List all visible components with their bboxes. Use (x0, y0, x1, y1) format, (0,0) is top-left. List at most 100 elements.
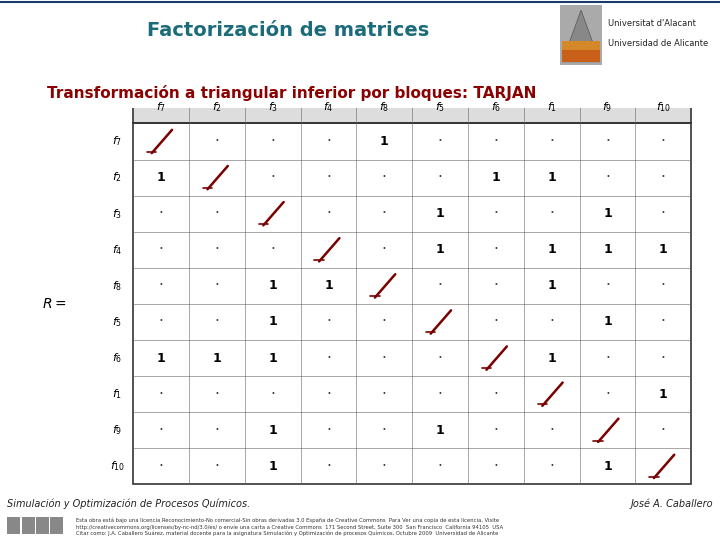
Text: ·: · (270, 134, 275, 149)
Text: ·: · (605, 350, 610, 366)
Text: 1: 1 (547, 244, 556, 256)
Text: ·: · (158, 387, 163, 402)
Text: 1: 1 (380, 135, 389, 148)
Text: ·: · (215, 206, 220, 221)
Text: $f_{8}$: $f_{8}$ (112, 279, 122, 293)
Text: ·: · (326, 423, 331, 438)
Text: ·: · (605, 134, 610, 149)
Text: ·: · (493, 387, 498, 402)
Text: 1: 1 (269, 279, 277, 292)
Text: ·: · (549, 206, 554, 221)
Text: 1: 1 (157, 171, 166, 184)
Text: $f_{1}$: $f_{1}$ (546, 100, 557, 114)
Text: ·: · (158, 206, 163, 221)
Text: $f_{9}$: $f_{9}$ (603, 100, 613, 114)
Text: 1: 1 (603, 460, 612, 473)
Text: Factorización de matrices: Factorización de matrices (147, 21, 429, 40)
Bar (7, 517, 20, 535)
Text: ·: · (215, 459, 220, 474)
Text: 1: 1 (603, 315, 612, 328)
Text: 1: 1 (659, 388, 667, 401)
Text: ·: · (215, 423, 220, 438)
Text: $f_{4}$: $f_{4}$ (112, 243, 122, 256)
Text: 1: 1 (269, 352, 277, 365)
Polygon shape (562, 10, 600, 62)
Text: 1: 1 (212, 352, 221, 365)
Text: ·: · (382, 314, 387, 329)
Text: ·: · (326, 206, 331, 221)
Text: ·: · (605, 279, 610, 293)
Text: ·: · (661, 134, 666, 149)
Text: ·: · (661, 314, 666, 329)
Text: ·: · (270, 170, 275, 185)
Text: 1: 1 (269, 315, 277, 328)
Text: 1: 1 (547, 352, 556, 365)
Text: 1: 1 (157, 352, 166, 365)
Text: $f_{6}$: $f_{6}$ (491, 100, 501, 114)
Text: 1: 1 (547, 171, 556, 184)
Text: ·: · (493, 314, 498, 329)
Text: ·: · (326, 350, 331, 366)
Text: ·: · (438, 350, 443, 366)
Text: ·: · (382, 423, 387, 438)
Text: ·: · (158, 279, 163, 293)
Text: ·: · (215, 314, 220, 329)
Text: ·: · (493, 206, 498, 221)
Text: $f_{2}$: $f_{2}$ (112, 171, 122, 185)
Text: ·: · (158, 242, 163, 257)
Text: ·: · (382, 350, 387, 366)
Text: $f_{3}$: $f_{3}$ (112, 207, 122, 221)
Text: ·: · (215, 134, 220, 149)
Text: $f_{4}$: $f_{4}$ (323, 100, 334, 114)
Text: ·: · (438, 459, 443, 474)
Text: ·: · (326, 459, 331, 474)
Text: $f_{1}$: $f_{1}$ (112, 387, 122, 401)
Text: ·: · (661, 170, 666, 185)
Text: $f_{5}$: $f_{5}$ (112, 315, 122, 329)
Text: Universitat d'Alacant: Universitat d'Alacant (608, 19, 696, 28)
Text: ·: · (549, 314, 554, 329)
Text: ·: · (270, 242, 275, 257)
Text: 1: 1 (547, 279, 556, 292)
Text: $f_{7}$: $f_{7}$ (156, 100, 166, 114)
Text: ·: · (493, 279, 498, 293)
Text: $f_{10}$: $f_{10}$ (656, 100, 671, 114)
Text: 1: 1 (659, 244, 667, 256)
Text: Universidad de Alicante: Universidad de Alicante (608, 39, 708, 49)
Bar (133, 91, 691, 124)
Text: $f_{10}$: $f_{10}$ (109, 460, 125, 473)
Text: ·: · (158, 459, 163, 474)
Text: ·: · (382, 206, 387, 221)
Text: ·: · (215, 387, 220, 402)
Text: ·: · (661, 206, 666, 221)
Text: ·: · (549, 134, 554, 149)
Text: $f_{2}$: $f_{2}$ (212, 100, 222, 114)
Text: $f_{5}$: $f_{5}$ (435, 100, 445, 114)
Text: Esta obra está bajo una licencia Reconocimiento-No comercial-Sin obras derivadas: Esta obra está bajo una licencia Reconoc… (76, 518, 503, 536)
Text: ·: · (438, 170, 443, 185)
Text: ·: · (493, 242, 498, 257)
Text: José A. Caballero: José A. Caballero (630, 499, 713, 509)
Text: Transformación a triangular inferior por bloques: TARJAN: Transformación a triangular inferior por… (47, 85, 536, 101)
Text: ·: · (382, 387, 387, 402)
Text: $f_{7}$: $f_{7}$ (112, 134, 122, 149)
Text: 1: 1 (324, 279, 333, 292)
Text: ·: · (661, 423, 666, 438)
Text: $f_{8}$: $f_{8}$ (379, 100, 390, 114)
Bar (133, 91, 691, 124)
Text: ·: · (605, 170, 610, 185)
Text: ·: · (549, 459, 554, 474)
Text: ·: · (661, 279, 666, 293)
Text: 1: 1 (436, 244, 444, 256)
Text: ·: · (215, 279, 220, 293)
Text: ·: · (326, 170, 331, 185)
Bar (50, 517, 63, 535)
Text: ·: · (382, 459, 387, 474)
Text: ·: · (382, 242, 387, 257)
Text: $f_{3}$: $f_{3}$ (268, 100, 278, 114)
Bar (562, 50, 600, 62)
Text: ·: · (215, 242, 220, 257)
Text: ·: · (326, 314, 331, 329)
Bar (22, 517, 35, 535)
Text: ·: · (326, 387, 331, 402)
